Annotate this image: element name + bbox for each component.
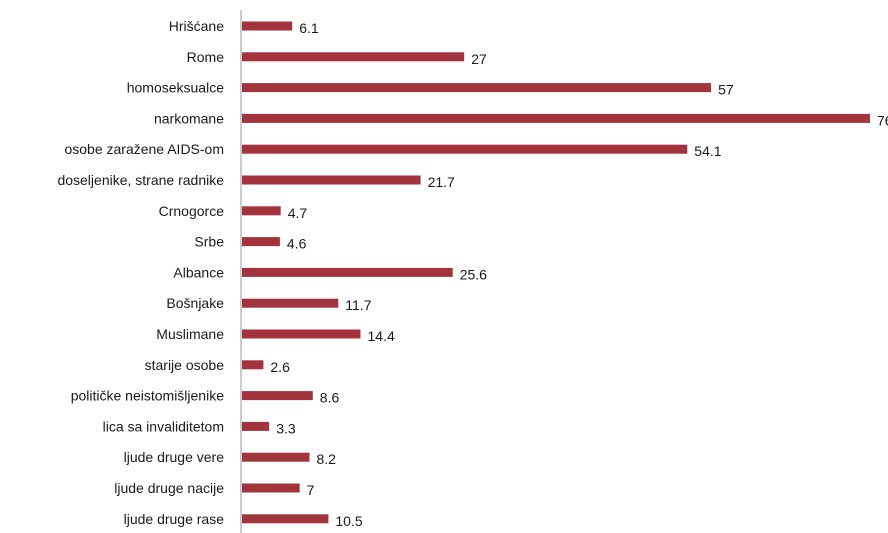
- bar: [242, 113, 870, 123]
- value-label: 21.7: [428, 174, 455, 190]
- bar: [242, 298, 339, 308]
- value-label: 76.3: [877, 112, 888, 128]
- bar: [242, 452, 310, 462]
- bar: [242, 21, 293, 31]
- bar: [242, 175, 421, 185]
- category-label: Crnogorce: [159, 203, 225, 219]
- category-label: homoseksualce: [127, 80, 224, 96]
- bar: [242, 421, 270, 431]
- category-label: Srbe: [194, 234, 224, 250]
- category-label: narkomane: [154, 110, 224, 126]
- category-label: ljude druge nacije: [114, 480, 224, 496]
- category-label: doseljenike, strane radnike: [57, 172, 224, 188]
- category-labels-group: Hrišćane Rome homoseksualce narkomane osobe …: [57, 18, 224, 527]
- bar: [242, 144, 688, 154]
- bar: [242, 514, 329, 524]
- value-label: 6.1: [299, 20, 319, 36]
- bar: [242, 52, 465, 62]
- category-label: ljude druge vere: [124, 449, 225, 465]
- bars-group: [242, 21, 870, 524]
- bar: [242, 360, 264, 370]
- value-label: 8.6: [320, 390, 340, 406]
- bar: [242, 267, 453, 277]
- value-label: 4.7: [288, 205, 308, 221]
- category-label: Rome: [187, 49, 225, 65]
- value-label: 4.6: [287, 236, 307, 252]
- category-label: starije osobe: [145, 357, 225, 373]
- bar: [242, 206, 281, 216]
- value-label: 14.4: [368, 328, 395, 344]
- value-label: 57: [718, 82, 734, 98]
- value-label: 2.6: [270, 359, 290, 375]
- category-label: lica sa invaliditetom: [103, 418, 224, 434]
- value-label: 8.2: [317, 451, 337, 467]
- category-label: Albance: [173, 264, 224, 280]
- value-label: 3.3: [276, 420, 296, 436]
- value-label: 25.6: [460, 266, 487, 282]
- value-label: 7: [307, 482, 315, 498]
- bar: [242, 329, 361, 339]
- value-label: 27: [471, 51, 487, 67]
- value-label: 54.1: [694, 143, 721, 159]
- bar: [242, 483, 300, 493]
- category-label: ljude druge rase: [124, 511, 225, 527]
- value-label: 11.7: [345, 297, 371, 313]
- bar: [242, 391, 313, 401]
- bar: [242, 237, 280, 247]
- category-label: Muslimane: [156, 326, 224, 342]
- value-labels-group: 6.1 27 57 76.3 54.1 21.7 4.7 4.6 25.6 11.7 14.4 2.6…: [270, 20, 888, 529]
- category-label: političke neistomišljenike: [71, 388, 225, 404]
- category-label: osobe zaražene AIDS-om: [64, 141, 224, 157]
- category-label: Hrišćane: [169, 18, 224, 34]
- value-label: 10.5: [335, 513, 362, 529]
- category-label: Bošnjake: [166, 295, 224, 311]
- bar: [242, 83, 712, 93]
